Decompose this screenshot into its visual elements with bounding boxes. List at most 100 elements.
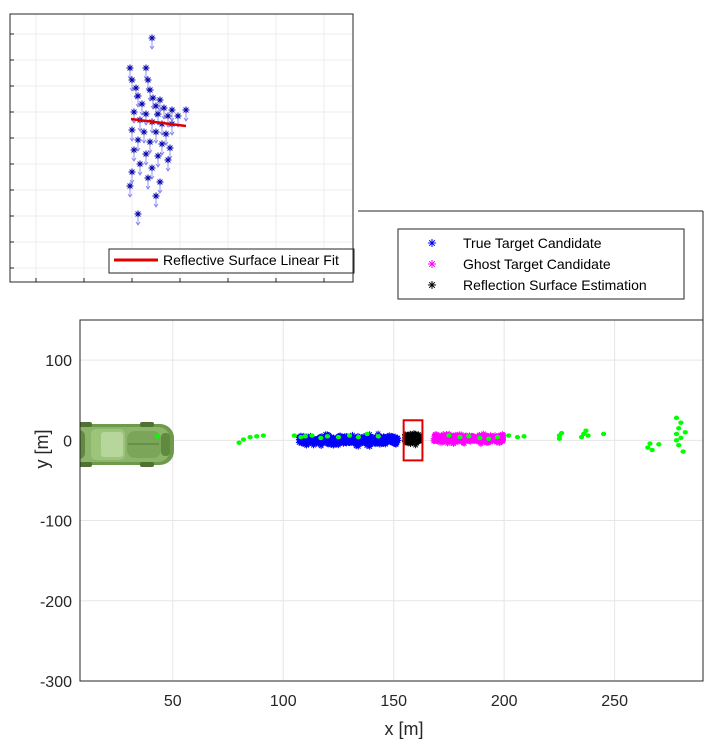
legend-label: True Target Candidate <box>463 235 602 251</box>
data-point <box>674 438 679 443</box>
x-tick-label: 150 <box>380 693 407 710</box>
data-point <box>515 435 520 440</box>
data-point <box>142 64 150 80</box>
data-point <box>128 76 136 92</box>
data-point <box>385 433 392 440</box>
inset-plot-background <box>9 13 354 283</box>
data-point <box>647 441 653 446</box>
data-point <box>506 433 511 438</box>
data-point <box>130 108 138 124</box>
data-point <box>676 443 682 448</box>
y-tick-label: -100 <box>40 514 72 531</box>
data-point <box>347 433 352 438</box>
data-point <box>442 436 450 443</box>
data-point <box>678 435 684 440</box>
data-point <box>305 437 313 445</box>
data-point <box>645 445 651 450</box>
inset-legend-label: Reflective Surface Linear Fit <box>163 252 339 268</box>
data-point <box>649 447 655 452</box>
data-point <box>291 433 297 438</box>
legend-label: Reflection Surface Estimation <box>463 277 647 293</box>
legend-label: Ghost Target Candidate <box>463 256 611 272</box>
data-point <box>470 436 478 443</box>
data-point <box>148 34 156 50</box>
data-point <box>370 440 378 447</box>
data-point <box>336 435 341 440</box>
data-point <box>656 442 662 447</box>
data-point <box>126 182 134 198</box>
data-point <box>309 433 315 438</box>
data-point <box>457 435 463 440</box>
data-point <box>146 138 154 154</box>
data-point <box>488 433 495 440</box>
data-point <box>298 435 304 440</box>
inset-legend: Reflective Surface Linear Fit <box>108 248 355 274</box>
data-point <box>407 434 414 441</box>
data-point <box>160 104 168 120</box>
data-point <box>166 144 174 160</box>
inset-grid <box>10 14 353 282</box>
data-point <box>499 431 506 438</box>
data-point <box>148 164 156 180</box>
data-point <box>581 431 587 436</box>
data-point <box>328 441 335 448</box>
data-point <box>521 434 527 439</box>
x-tick-label: 100 <box>270 693 297 710</box>
data-point <box>241 437 246 442</box>
data-point <box>341 433 348 440</box>
data-point <box>164 156 172 172</box>
data-point <box>328 436 336 443</box>
main-axes-box <box>79 319 704 682</box>
main-data-layer <box>80 415 688 467</box>
data-point <box>355 435 361 440</box>
data-point <box>140 128 148 144</box>
data-point <box>486 436 492 441</box>
data-point <box>557 436 562 441</box>
data-point <box>325 434 330 439</box>
data-point <box>394 434 401 442</box>
y-axis-label: y [m] <box>32 430 52 469</box>
data-point <box>134 210 142 226</box>
data-point <box>298 439 305 446</box>
data-point <box>674 415 679 420</box>
data-point <box>682 430 688 435</box>
main-plot-background <box>80 320 703 681</box>
y-tick-label: 0 <box>63 433 72 450</box>
data-point <box>152 128 160 144</box>
data-point <box>390 438 397 446</box>
inset-data-layer <box>126 34 190 226</box>
x-tick-label: 200 <box>491 693 518 710</box>
data-point <box>676 426 682 431</box>
data-point <box>152 192 160 208</box>
data-point <box>466 434 472 439</box>
legend-marker <box>428 239 436 247</box>
data-point <box>382 440 389 448</box>
data-point <box>149 94 157 110</box>
data-point <box>128 126 136 142</box>
data-point <box>158 140 166 156</box>
data-point <box>559 431 565 436</box>
data-point <box>134 136 142 152</box>
data-point <box>130 146 138 162</box>
data-point <box>134 92 142 108</box>
legend-marker <box>428 260 436 268</box>
main-tick-labels: 50 100 150 200 250 100 0 -100 -200 -300 <box>40 353 628 710</box>
data-point <box>374 439 382 447</box>
data-point <box>585 433 591 438</box>
data-point <box>318 435 324 440</box>
inset-plot: Reflective Surface Linear Fit <box>9 13 355 283</box>
data-point <box>182 106 190 122</box>
data-point <box>126 64 134 80</box>
data-point <box>247 435 253 440</box>
data-point <box>156 96 164 112</box>
data-point <box>583 428 589 433</box>
main-plot-area: 50 100 150 200 250 100 0 -100 -200 -300 x [m] y [… <box>32 319 704 739</box>
data-point <box>144 76 152 92</box>
x-axis-label: x [m] <box>385 719 424 739</box>
data-point <box>680 449 686 454</box>
data-point <box>154 434 160 439</box>
data-point <box>142 150 150 166</box>
y-tick-label: -200 <box>40 594 72 611</box>
data-point <box>364 431 370 436</box>
